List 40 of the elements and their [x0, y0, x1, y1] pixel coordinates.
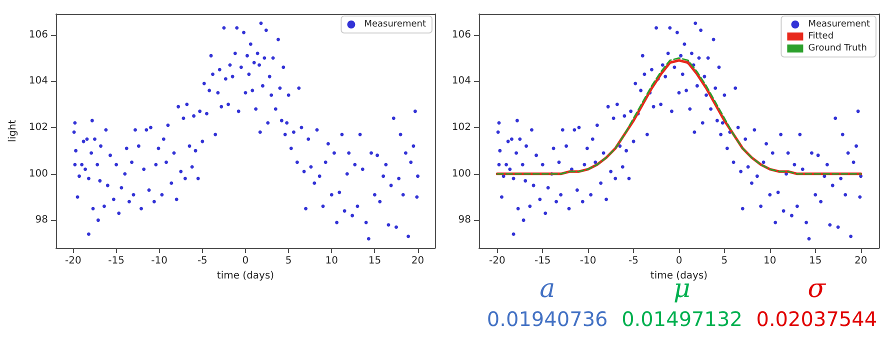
x-axis-title: time (days) [216, 270, 274, 282]
x-tick-label: 5 [721, 256, 728, 266]
x-tick-label: -5 [197, 256, 208, 266]
y-tick-label: 98 [35, 214, 48, 226]
x-tick-label: -20 [65, 256, 82, 266]
y-tick-label: 102 [452, 122, 471, 134]
x-tick-label: 5 [285, 256, 292, 266]
y-tick-label: 104 [28, 76, 48, 87]
x-tick-label: 0 [676, 256, 682, 266]
y-tick-label: 98 [458, 214, 471, 226]
y-tick-label: 106 [452, 29, 471, 40]
x-tick-label: 20 [411, 256, 424, 266]
x-axis-title: time (days) [650, 270, 708, 282]
x-tick-label: 10 [325, 256, 338, 266]
y-axis-title: light [8, 120, 18, 142]
y-tick-label: 104 [452, 76, 471, 87]
x-tick-label: 15 [808, 256, 822, 266]
y-tick-label: 106 [28, 29, 48, 40]
x-tick-label: -5 [628, 256, 639, 266]
x-tick-label: -10 [151, 256, 168, 266]
x-tick-label: 10 [764, 256, 776, 266]
text: 0.01940736 [486, 307, 608, 331]
x-tick-label: -10 [580, 256, 596, 266]
x-tick-label: -15 [534, 256, 551, 266]
text: σ [808, 274, 827, 304]
y-tick-label: 102 [28, 122, 48, 134]
text: a [540, 274, 556, 304]
legend-label: Ground Truth [808, 44, 867, 54]
x-tick-label: -20 [489, 256, 506, 266]
x-tick-label: 15 [368, 256, 382, 266]
x-tick-label: -15 [108, 256, 124, 266]
y-tick-label: 100 [452, 168, 471, 180]
text: 0.01497132 [622, 307, 742, 331]
legend-label: Measurement [808, 20, 870, 30]
y-tick-label: 100 [28, 168, 48, 180]
text: 0.02037544 [756, 307, 878, 331]
x-tick-label: 20 [854, 256, 868, 266]
x-tick-label: 0 [242, 256, 249, 266]
legend-label: Measurement [364, 20, 426, 30]
legend-label: Fitted [808, 32, 834, 42]
